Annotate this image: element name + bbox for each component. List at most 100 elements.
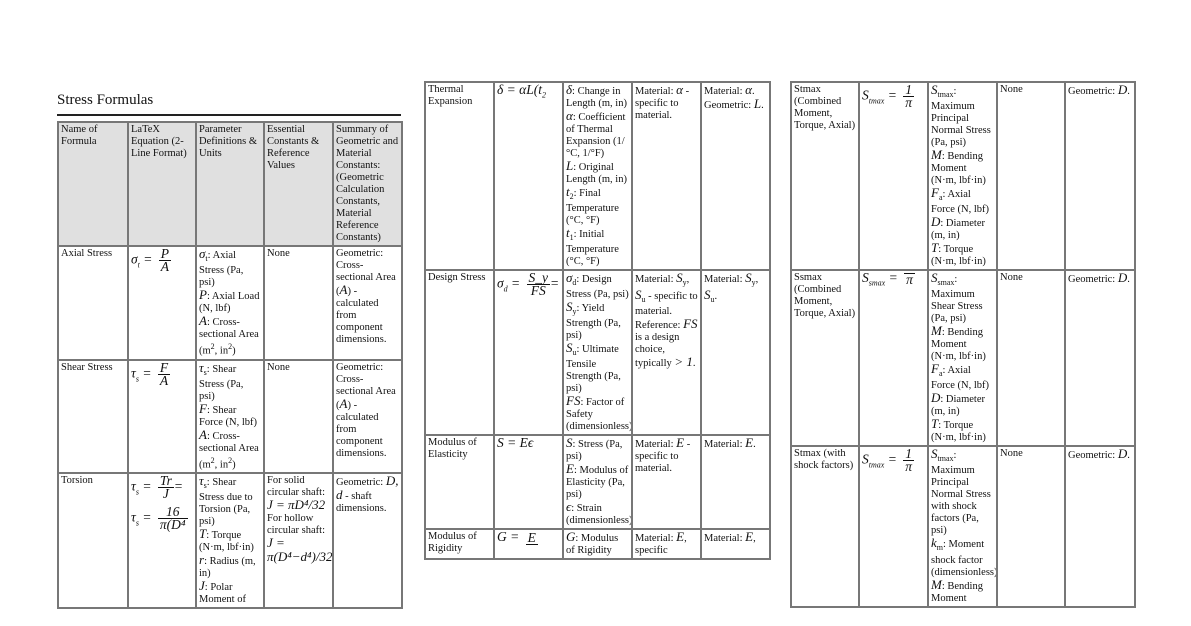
math-symbol: J = πD⁴/32 [267,497,326,513]
math-subscript: 2 [569,192,574,202]
equation-subscript: s [135,373,139,383]
table-row: Stmax (Combined Moment, Torque, Axial) St… [790,80,1136,272]
math-symbol: S [566,340,573,356]
math-symbol: J = π(D⁴−d⁴)/32 [267,535,333,565]
essential-constants: Material: Sy, Su - specific to material.… [631,269,702,437]
table-row: Modulus of Elasticity S = Eϵ S: Stress (Pa… [424,434,771,531]
equation-lhs: τ [131,509,136,525]
text: Geometric: [336,477,386,489]
parameter-item: ϵ: Strain (dimensionless) [566,500,632,527]
essential-constants: None [263,358,334,475]
formula-name: Stmax (Combined Moment, Torque, Axial) [790,80,860,272]
denominator: π [906,271,913,287]
parameter-item: A: Cross-sectional Area (m2, in2) [199,314,261,358]
equation-cell: S = Eϵ [493,434,564,531]
parameter-item: T: Torque (N·m, lbf·in) [931,241,994,268]
equation-subscript: 2 [541,90,546,100]
text: Material: [704,533,746,545]
math-symbol: J [199,578,205,594]
table-row: Stmax (with shock factors) Stmax = 1 π Stma… [790,445,1136,608]
formula-name: Axial Stress [57,245,129,361]
math-symbol: A [339,395,348,411]
numerator: 1 [903,448,914,462]
text: : Diameter (m, in) [931,394,985,418]
header-equation: LaTeX Equation (2-Line Format) [127,121,197,247]
parameter-item: t2: Final Temperature (°C, °F) [566,184,629,227]
constant-item: None [267,248,330,260]
math-subscript: s [203,367,207,377]
text: : Modulus of Elasticity (Pa, psi) [566,465,629,501]
text: Material: [635,439,677,451]
essential-constants: Material: E, specific [631,528,702,561]
equation-tail: = [550,275,560,291]
parameter-item: L: Original Length (m, in) [566,159,629,186]
table-row: Thermal Expansion δ = αL(t2 δ: Change in L… [424,80,771,272]
text: : Strain (dimensionless) [566,503,632,527]
parameter-definitions: σd: Design Stress (Pa, psi) Sy: Yield Str… [562,269,633,437]
text: Geometric: [1068,86,1118,97]
equation-lhs: σ [497,275,504,291]
superscript: 2 [228,455,233,465]
math-subscript: u [572,348,577,358]
formula-table-1: Name of Formula LaTeX Equation (2-Line F… [57,121,403,610]
table-row: Design Stress σd = S_y FS = σd: Design Stres… [424,269,771,437]
text: : Final Temperature (°C, °F) [566,188,619,227]
text: : Bending Moment [931,580,983,604]
parameter-item: T: Torque (N·m, lbf·in) [931,417,994,444]
text: . [714,291,718,303]
summary-item: Material: E, [704,531,767,545]
math-symbol: τ [199,359,204,375]
constants-summary: Geometric: D. [1064,80,1136,272]
math-subscript: s [203,481,207,491]
parameter-item: Su: Ultimate Tensile Strength (Pa, psi) [566,340,629,395]
numerator: 1 [903,84,914,97]
text: : Torque (N·m, lbf·in) [199,530,254,554]
math-symbol: t [566,184,570,199]
constants-summary: Material: E, [700,528,771,561]
math-symbol: S [931,82,938,97]
text: . [1127,450,1130,462]
parameter-item: Stmax: Maximum Principal Normal Stress (… [931,84,994,149]
constant-item: Material: Sy, Su - specific to material.… [635,272,698,370]
math-symbol: r [199,552,205,568]
math-symbol: δ [566,82,573,97]
equation-line: σd = S_y FS = [497,270,560,299]
numerator: 16 [157,505,188,520]
text: : Stress (Pa, psi) [566,439,623,463]
fraction: 16 π(D⁴ [157,505,188,531]
parameter-item: G: Modulus of Rigidity [566,531,629,557]
constant-item: None [267,362,330,374]
text: ) [232,459,236,471]
constants-summary: Geometric: Cross-sectional Area (A) - ca… [332,245,403,361]
text: . [1127,86,1130,97]
text: : Shear Stress due to Torsion (Pa, psi) [199,477,253,528]
essential-constants: Material: α - specific to material. [631,80,702,272]
equation-cell: Ssmax = π [858,269,929,448]
text: : Original Length (m, in) [566,162,627,185]
essential-constants: None [996,445,1066,608]
math-subscript: smax [937,278,955,288]
text: , [686,274,690,286]
text: : Yield Strength (Pa, psi) [566,303,621,342]
summary-item: Material: E. [704,437,767,451]
parameter-item: E: Modulus of Elasticity (Pa, psi) [566,462,629,501]
page-title: Stress Formulas [57,92,154,108]
parameter-definitions: σt: Axial Stress (Pa, psi) P: Axial Load … [195,245,265,361]
fraction: π [904,271,915,287]
math-symbol: E [676,529,685,545]
essential-constants: Material: E - specific to material. [631,434,702,531]
constants-summary: Geometric: D. [1064,445,1136,608]
text: : Bending Moment (N·m, lbf·in) [931,151,986,187]
text: : Ultimate Tensile Strength (Pa, psi) [566,344,621,395]
math-symbol: S [566,299,573,315]
equation-line: G = E [497,529,538,545]
parameter-item: M: Bending Moment (N·m, lbf·in) [931,148,994,187]
summary-item: Geometric: Cross-sectional Area (A) - ca… [336,248,399,346]
